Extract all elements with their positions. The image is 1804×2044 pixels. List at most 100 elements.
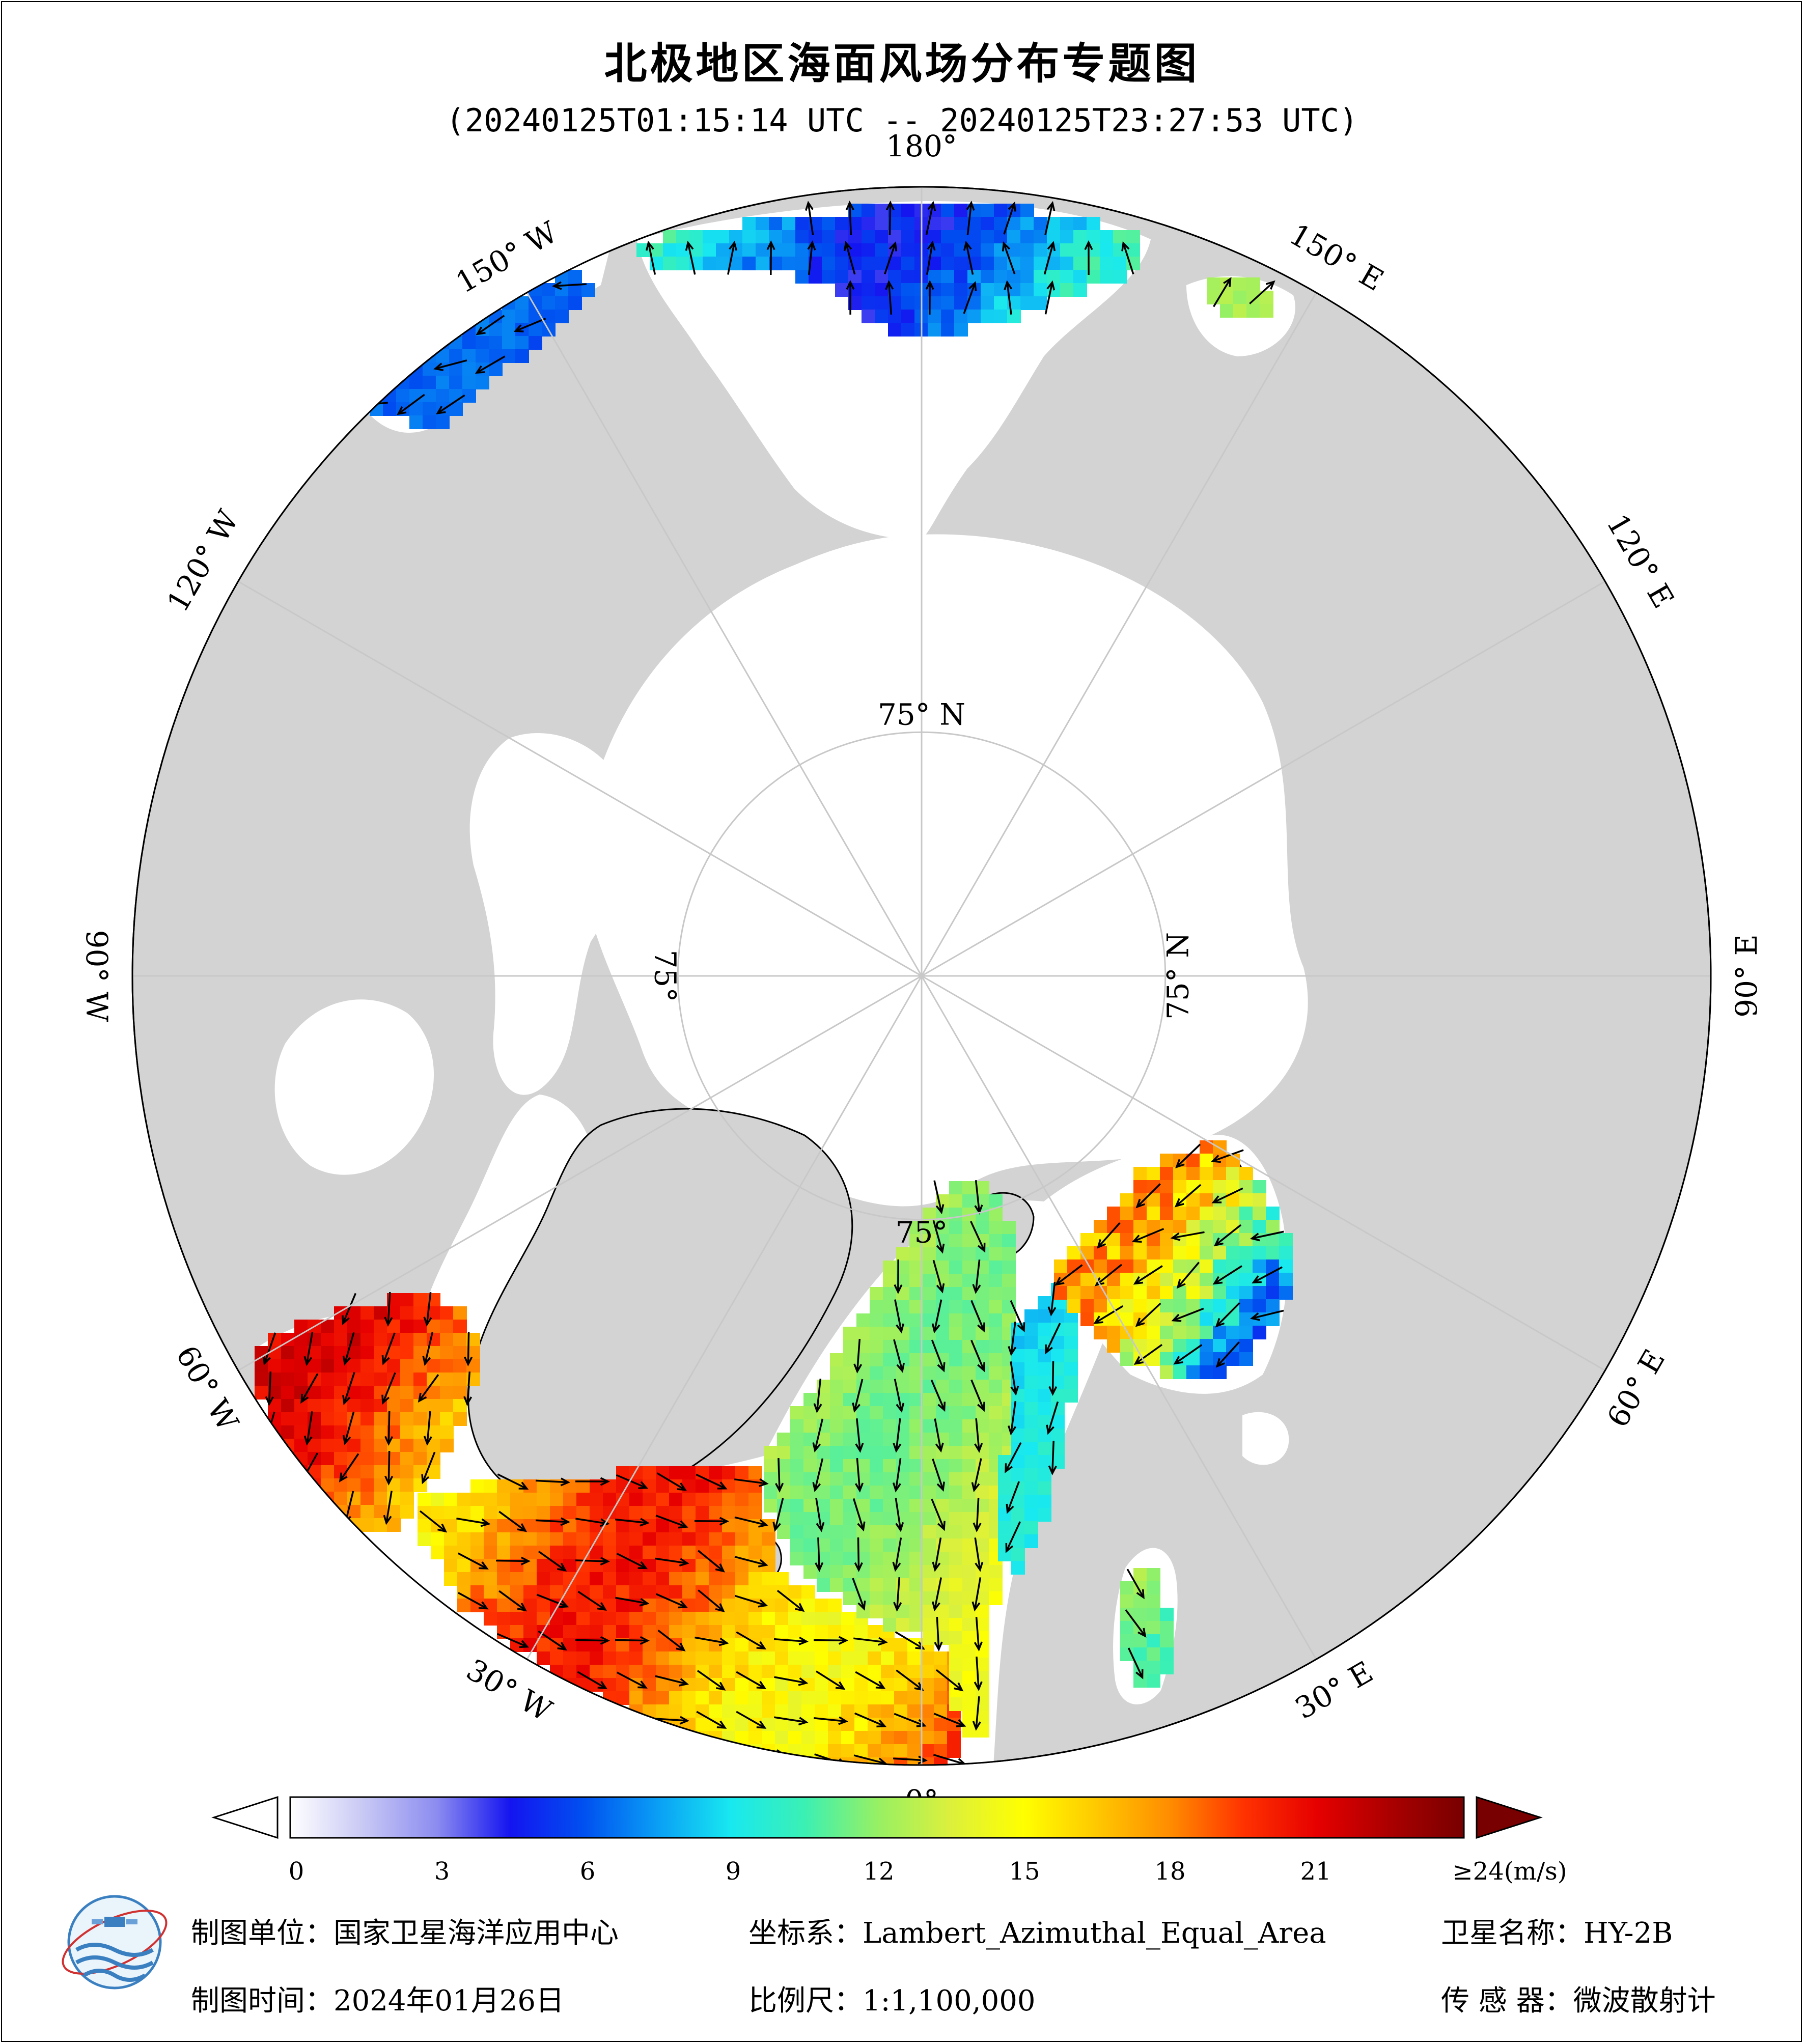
wind-arrow [974,1418,983,1453]
wind-cell [881,1731,895,1745]
wind-cell [841,1612,855,1626]
wind-cell [868,1651,881,1665]
wind-cell [870,1538,883,1552]
wind-cell [444,1559,458,1573]
wind-cell [669,1466,683,1480]
wind-cell [523,1612,537,1626]
wind-cell [748,1665,762,1678]
wind-cell [883,1499,897,1513]
wind-cell [603,1678,617,1692]
wind-cell [1186,1286,1200,1300]
wind-cell [923,1552,936,1565]
wind-cell [949,1486,963,1499]
wind-cell [742,257,756,270]
wind-arrow [1252,1266,1283,1283]
wind-cell [888,323,902,337]
wind-cell [1024,1481,1038,1495]
wind-cell [616,1572,630,1586]
wind-cell [1034,243,1047,257]
wind-cell [489,336,503,350]
wind-cell [888,310,902,323]
wind-cell [360,1439,374,1452]
wind-cell [1173,1365,1187,1379]
wind-cell [790,1486,804,1499]
wind-cell [1160,1180,1174,1194]
wind-cell [907,1691,921,1705]
wind-cell [656,1651,670,1665]
wind-arrow [1215,1302,1240,1328]
wind-cell [835,257,849,270]
wind-cell [334,1452,348,1466]
wind-cell [921,1731,934,1745]
wind-cell [1253,1299,1266,1313]
wind-cell [476,336,489,350]
wind-cell [762,1691,775,1705]
wind-arrow [774,1716,809,1726]
wind-cell [1011,1508,1025,1522]
wind-cell [841,1691,855,1705]
wind-arrow [342,1293,356,1326]
wind-cell [1020,217,1034,231]
wind-cell [440,1425,454,1439]
wind-cell [936,1605,950,1618]
wind-cell [735,1638,749,1652]
wind-cell [1073,257,1087,270]
wind-cell [400,1399,414,1413]
wind-arrow [854,1537,863,1573]
wind-arrow [475,355,506,374]
meridian-line [526,292,923,976]
wind-cell [576,1572,590,1586]
wind-cell [862,310,875,323]
wind-arrow [935,1669,964,1692]
wind-cell [457,1572,471,1586]
wind-cell [360,1452,374,1466]
wind-arrow [645,240,656,275]
wind-cell [1080,1286,1094,1300]
wind-cell [923,1446,936,1460]
wind-arrow [303,1491,314,1525]
wind-cell [941,243,955,257]
wind-cell [550,1546,564,1559]
wind-cell [709,1651,723,1665]
wind-cell [1173,1286,1187,1300]
wind-cell [923,1419,936,1433]
wind-cell [835,283,849,297]
wind-cell [669,1506,683,1520]
wind-arrow [972,1696,981,1731]
wind-cell [949,1472,963,1486]
wind-cell [994,204,1008,217]
wind-cell [803,1565,817,1579]
wind-arrow [892,1537,902,1572]
wind-cell [962,1578,976,1592]
wind-arrow [932,1459,945,1492]
wind-cell [1113,270,1127,284]
wind-cell [1253,1259,1266,1273]
wind-cell [748,1612,762,1626]
wind-cell [1038,1336,1051,1350]
wind-cell [1094,1259,1107,1273]
wind-cell [843,1327,857,1340]
wind-cell [921,1704,934,1718]
wind-cell [1266,1286,1280,1300]
wind-cell [1279,1233,1293,1247]
satellite-label: 卫星名称：HY-2B [1441,1917,1673,1950]
org-label: 制图单位：国家卫星海洋应用中心 [191,1917,619,1950]
wind-cell [803,1406,817,1420]
wind-cell [875,243,889,257]
wind-cell [830,1578,844,1592]
wind-cell [1120,1220,1134,1234]
wind-cell [923,1247,936,1261]
wind-arrow [436,394,465,414]
wind-cell [387,1359,401,1373]
wind-cell [1200,1352,1213,1366]
wind-cell [854,1718,868,1731]
wind-cell [689,243,703,257]
wind-cell [334,1373,348,1386]
wind-cell [1246,304,1260,318]
wind-cell [748,1704,762,1718]
wind-cell [470,1506,484,1520]
wind-cell [822,230,836,244]
wind-cell [1107,1246,1121,1260]
wind-cell [954,310,968,323]
